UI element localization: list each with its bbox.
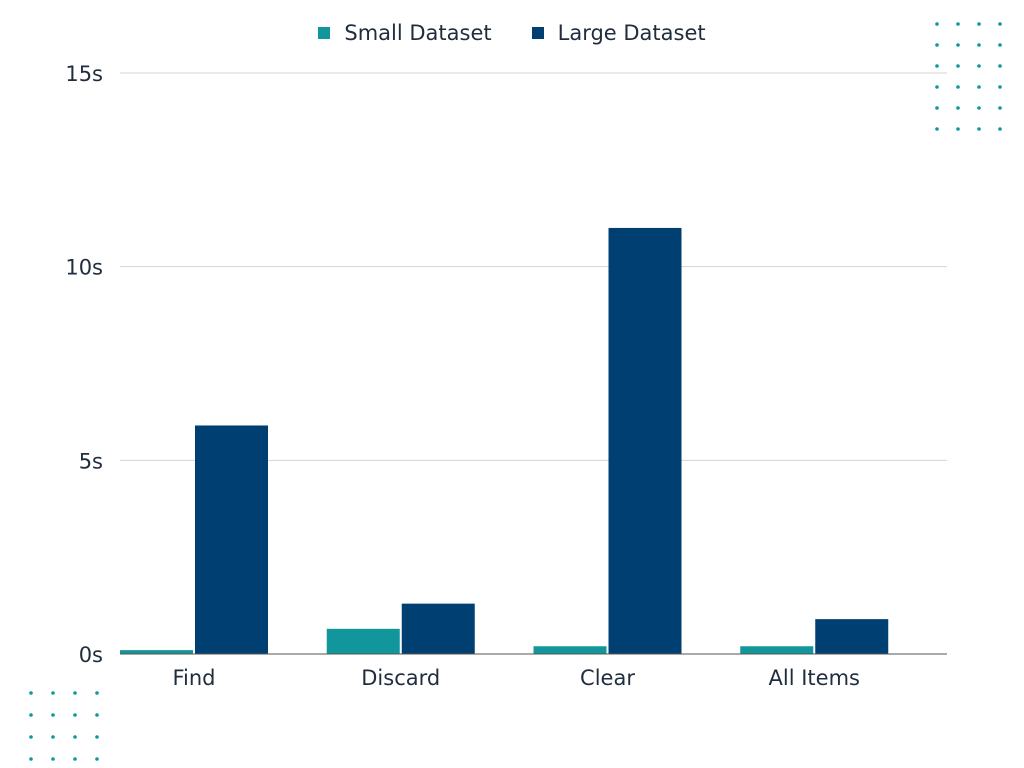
decor-dots-top-right-dot [977, 22, 981, 26]
x-category-label: Find [172, 666, 215, 690]
decor-dots-bottom-left-dot [29, 691, 33, 695]
legend: Small Dataset Large Dataset [0, 21, 1024, 45]
bar-small-clear [533, 646, 607, 654]
decor-dots-top-right-dot [935, 22, 939, 26]
decor-dots-top-right-dot [956, 64, 960, 68]
decor-dots-top-right-dot [956, 43, 960, 47]
decor-dots-top-right-dot [977, 106, 981, 110]
decor-dots-top-right-dot [935, 43, 939, 47]
decor-dots-bottom-left-dot [95, 691, 99, 695]
decor-dots-bottom-left-dot [73, 757, 77, 761]
y-tick-label: 10s [65, 256, 103, 280]
x-category-label: Clear [580, 666, 635, 690]
legend-swatch-large [531, 27, 544, 39]
bar-large-clear [608, 227, 682, 654]
decor-dots-top-right-dot [977, 127, 981, 131]
decor-dots-top-right-dot [935, 106, 939, 110]
decor-dots-top-right-dot [998, 127, 1002, 131]
decor-dots-top-right-dot [956, 106, 960, 110]
bar-large-all-items [815, 619, 889, 654]
decor-dots-top-right-dot [998, 85, 1002, 89]
y-tick-label: 15s [65, 62, 103, 86]
y-tick-label: 5s [79, 449, 103, 473]
decor-dots-bottom-left-dot [95, 735, 99, 739]
bar-small-discard [326, 628, 400, 654]
decor-dots-top-right-dot [935, 85, 939, 89]
bar-small-all-items [740, 646, 814, 654]
legend-swatch-small [318, 27, 331, 39]
decor-dots-bottom-left-dot [29, 713, 33, 717]
decor-dots-top-right-dot [998, 43, 1002, 47]
decor-dots-top-right-dot [998, 64, 1002, 68]
decor-dots-top-right-dot [956, 85, 960, 89]
decor-dots-top-right-dot [977, 43, 981, 47]
decor-dots-top-right-dot [998, 106, 1002, 110]
decor-dots-top-right-dot [977, 64, 981, 68]
x-category-label: All Items [769, 666, 860, 690]
decor-dots-bottom-left-dot [29, 757, 33, 761]
decor-dots-top-right-dot [935, 127, 939, 131]
decor-dots-bottom-left-dot [73, 713, 77, 717]
decor-dots-bottom-left-dot [29, 735, 33, 739]
x-category-label: Discard [361, 666, 440, 690]
legend-item-small: Small Dataset [318, 21, 492, 45]
decor-dots-bottom-left-dot [51, 691, 55, 695]
decor-dots-bottom-left-dot [95, 757, 99, 761]
legend-label-large: Large Dataset [557, 21, 706, 45]
legend-item-large: Large Dataset [531, 21, 706, 45]
decor-dots-top-right-dot [956, 22, 960, 26]
decor-dots-top-right-dot [956, 127, 960, 131]
decor-dots-bottom-left-dot [51, 757, 55, 761]
legend-label-small: Small Dataset [344, 21, 492, 45]
bar-large-discard [401, 603, 475, 654]
decor-dots-bottom-left-dot [73, 735, 77, 739]
decor-dots-top-right-dot [935, 64, 939, 68]
y-tick-label: 0s [79, 643, 103, 667]
decor-dots-bottom-left-dot [51, 713, 55, 717]
bar-small-find [120, 650, 193, 654]
decor-dots-bottom-left-dot [51, 735, 55, 739]
decor-dots-top-right-dot [977, 85, 981, 89]
bar-large-find [195, 425, 268, 654]
decor-dots-top-right-dot [998, 22, 1002, 26]
decor-dots-bottom-left-dot [95, 713, 99, 717]
decor-dots-bottom-left-dot [73, 691, 77, 695]
